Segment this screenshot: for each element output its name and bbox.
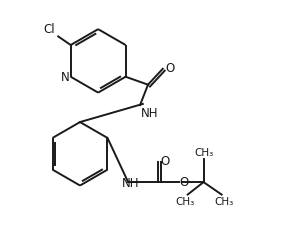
- Text: N: N: [61, 71, 70, 84]
- Text: NH: NH: [122, 176, 139, 189]
- Text: Cl: Cl: [44, 22, 55, 35]
- Text: O: O: [165, 62, 175, 75]
- Text: NH: NH: [141, 107, 159, 120]
- Text: O: O: [160, 154, 170, 167]
- Text: CH₃: CH₃: [214, 196, 234, 206]
- Text: CH₃: CH₃: [176, 196, 195, 206]
- Text: O: O: [180, 175, 189, 188]
- Text: CH₃: CH₃: [194, 148, 213, 158]
